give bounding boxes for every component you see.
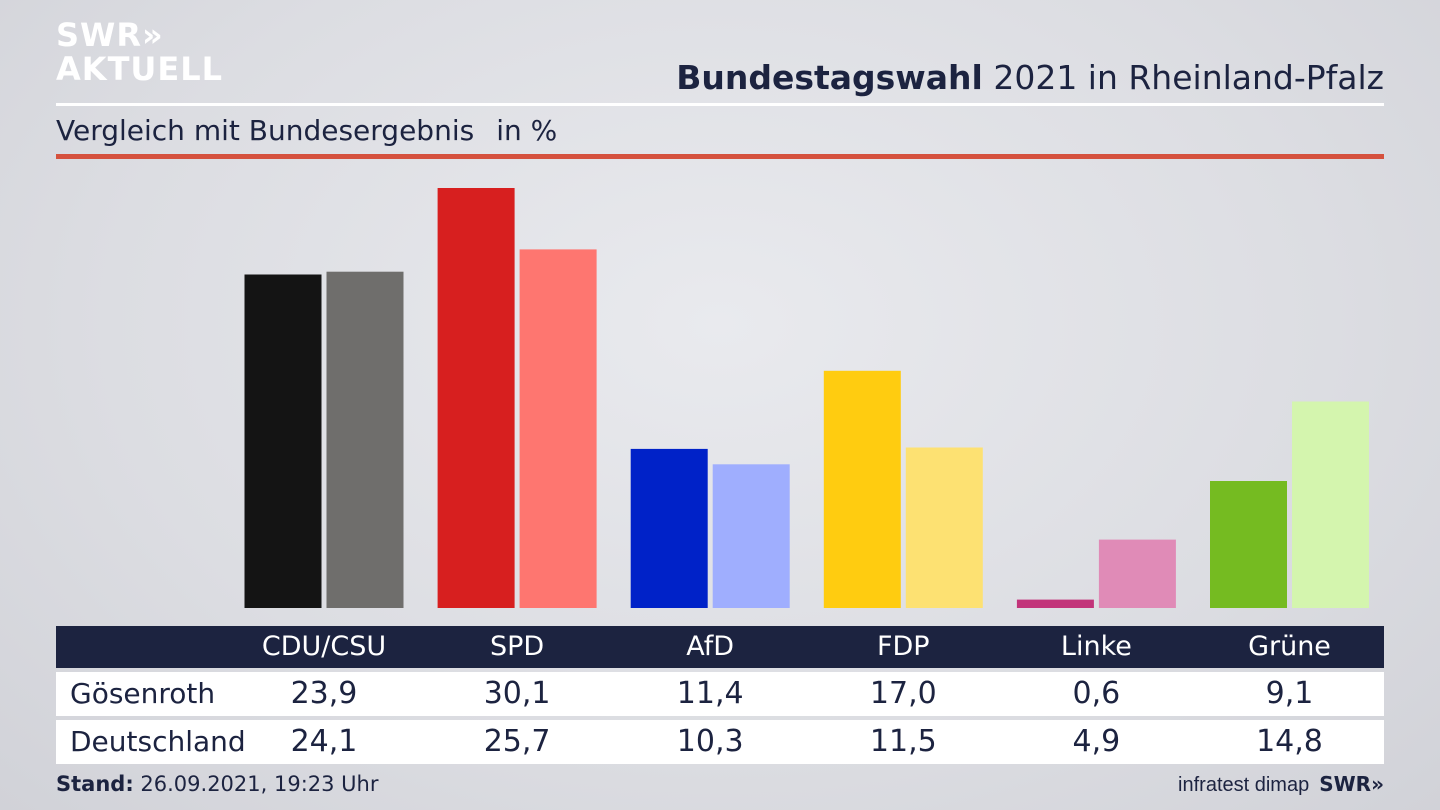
chart-title-bold: Bundestagswahl [676, 58, 983, 97]
source-text: infratest dimap [1178, 774, 1310, 796]
bar-linke-deutschland [1098, 539, 1176, 608]
table-cell: 9,1 [1265, 676, 1314, 711]
table-header-row: CDU/CSU SPD AfD FDP Linke Grüne [56, 626, 1384, 668]
table-cell: 25,7 [483, 724, 551, 759]
unit-label: in % [496, 114, 558, 147]
table-cell: 0,6 [1072, 676, 1121, 711]
column-header: Grüne [1248, 631, 1331, 662]
table-cell: 4,9 [1072, 724, 1121, 759]
table-cell: 24,1 [290, 724, 358, 759]
logo-line-1: SWR» [56, 16, 164, 54]
table-cell: 14,8 [1256, 724, 1323, 759]
chart-title-rest: 2021 in Rheinland-Pfalz [982, 58, 1384, 97]
timestamp-label: Stand: [56, 772, 134, 796]
chart-subtitle: Vergleich mit Bundesergebnis in % [56, 114, 557, 147]
row-label: Deutschland [70, 725, 246, 758]
title-divider [56, 103, 1384, 106]
timestamp-value: 26.09.2021, 19:23 Uhr [133, 772, 379, 796]
subtitle-text: Vergleich mit Bundesergebnis [56, 114, 475, 147]
column-header: FDP [876, 631, 930, 662]
bar-linke-goesenroth [1016, 599, 1094, 608]
column-header: SPD [489, 631, 545, 662]
bar-cdu-csu-goesenroth [244, 274, 322, 608]
table-row: Deutschland 24,1 25,7 10,3 11,5 4,9 14,8 [56, 720, 1384, 764]
source-credit: infratest dimap SWR» [1178, 772, 1384, 797]
table-cell: 17,0 [869, 676, 937, 711]
row-label: Gösenroth [70, 677, 216, 710]
bar-fdp-goesenroth [823, 370, 901, 608]
swr-aktuell-logo: SWR» AKTUELL [56, 18, 223, 86]
bar-spd-deutschland [519, 249, 597, 608]
bar-fdp-deutschland [905, 447, 983, 608]
bar-spd-goesenroth [437, 188, 515, 608]
swr-brand: SWR» [1319, 772, 1384, 796]
table-cell: 10,3 [676, 724, 744, 759]
logo-line-2: AKTUELL [56, 50, 224, 88]
chart-title: Bundestagswahl 2021 in Rheinland-Pfalz [676, 58, 1384, 97]
column-header: CDU/CSU [261, 631, 387, 662]
bar-afd-deutschland [712, 464, 790, 608]
bar-afd-goesenroth [630, 448, 708, 608]
table-cell: 11,4 [676, 676, 744, 711]
column-header: Linke [1060, 631, 1132, 662]
table-cell: 30,1 [483, 676, 551, 711]
table-cell: 11,5 [869, 724, 937, 759]
results-table: CDU/CSU SPD AfD FDP Linke Grüne Gösenroth 23,… [56, 626, 1384, 764]
column-header: AfD [686, 631, 735, 662]
bar-cdu-csu-deutschland [326, 271, 404, 608]
timestamp: Stand: 26.09.2021, 19:23 Uhr [56, 772, 379, 796]
bar-gr-ne-goesenroth [1210, 481, 1287, 608]
subtitle-divider [56, 154, 1384, 159]
table-row: Gösenroth 23,9 30,1 11,4 17,0 0,6 9,1 [56, 672, 1384, 716]
table-cell: 23,9 [290, 676, 358, 711]
bar-gr-ne-deutschland [1292, 401, 1369, 608]
